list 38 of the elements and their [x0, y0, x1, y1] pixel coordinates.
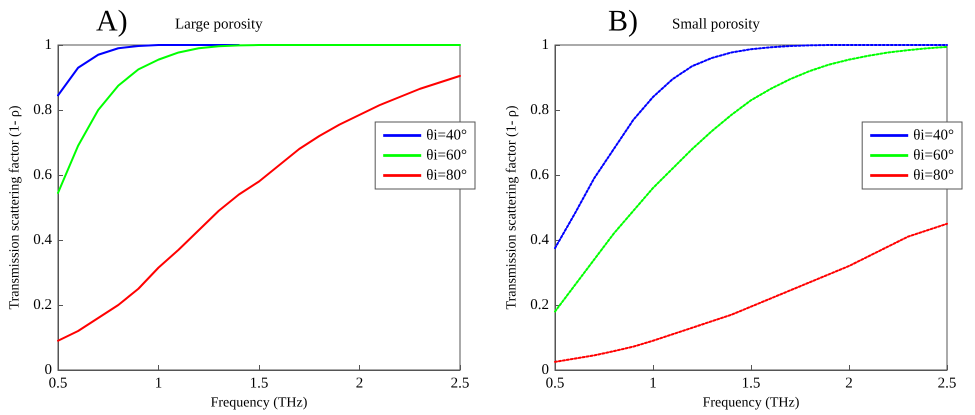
- chart-title: Large porosity: [175, 16, 264, 32]
- y-tick-label: 0: [44, 362, 52, 378]
- x-tick-label: 0.5: [48, 376, 68, 392]
- legend-label: θi=60°: [913, 148, 954, 164]
- y-tick-label: 0.4: [33, 232, 52, 248]
- x-tick-label: 1.5: [742, 376, 760, 392]
- y-axis-title: Transmission scattering factor (1- ρ): [8, 105, 22, 310]
- y-tick-label: 1: [44, 37, 52, 53]
- legend-label: θi=60°: [426, 148, 467, 164]
- y-tick-label: 0.4: [530, 232, 550, 248]
- legend-label: θi=40°: [426, 128, 467, 144]
- y-tick-label: 0.8: [33, 102, 52, 118]
- x-tick-label: 0.5: [546, 376, 564, 392]
- chart-title: Small porosity: [672, 16, 760, 32]
- y-tick-label: 0.8: [530, 102, 549, 118]
- legend-label: θi=80°: [426, 168, 467, 184]
- legend-label: θi=40°: [913, 128, 954, 144]
- x-tick-label: 2: [356, 376, 364, 392]
- x-axis-title: Frequency (THz): [702, 395, 800, 410]
- y-tick-label: 0.6: [530, 167, 550, 183]
- text: A): [96, 4, 128, 38]
- x-tick-label: 1: [649, 376, 657, 392]
- x-tick-label: 1.5: [250, 376, 268, 392]
- x-tick-label: 1: [154, 376, 162, 392]
- x-tick-label: 2.5: [938, 376, 956, 392]
- y-tick-label: 0: [542, 362, 549, 378]
- y-tick-label: 0.2: [33, 297, 52, 313]
- y-axis-title: Transmission scattering factor (1- ρ): [504, 105, 520, 310]
- legend-label: θi=80°: [913, 168, 954, 184]
- y-tick-label: 0.2: [530, 297, 549, 313]
- y-tick-label: 1: [542, 37, 549, 53]
- x-tick-label: 2.5: [450, 376, 470, 392]
- line-series: [554, 222, 948, 363]
- line-series: [57, 44, 240, 96]
- y-tick-label: 0.6: [33, 167, 52, 183]
- text: B): [608, 4, 638, 38]
- x-tick-label: 2: [845, 376, 853, 392]
- x-axis-title: Frequency (THz): [210, 395, 308, 410]
